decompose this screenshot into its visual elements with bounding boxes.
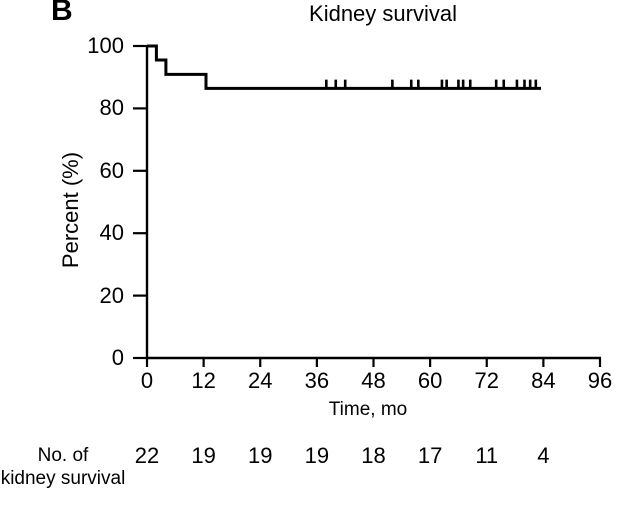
- y-tick-label-100: 100: [87, 33, 124, 58]
- y-tick-label-80: 80: [99, 95, 124, 121]
- x-tick-label-36: 36: [304, 368, 330, 393]
- risk-count-month-72: 11: [475, 443, 499, 468]
- axis-lines: [145, 45, 601, 360]
- risk-table-label-line1: No. of: [37, 445, 89, 466]
- x-tick-label-84: 84: [531, 368, 556, 393]
- chart-title: Kidney survival: [309, 1, 457, 26]
- x-tick-label-96: 96: [587, 368, 613, 393]
- x-tick-label-72: 72: [474, 368, 499, 393]
- x-tick-label-0: 0: [140, 368, 154, 393]
- risk-count-month-36: 19: [304, 443, 330, 468]
- y-tick-label-60: 60: [99, 157, 124, 183]
- x-axis-title: Time, mo: [328, 399, 408, 420]
- x-tick-label-48: 48: [361, 368, 386, 393]
- x-tick-label-60: 60: [417, 368, 443, 393]
- risk-table-label-line2: kidney survival: [0, 468, 126, 489]
- x-tick-label-12: 12: [191, 368, 216, 393]
- risk-count-month-0: 22: [134, 443, 160, 468]
- survival-curve: [147, 44, 541, 90]
- risk-count-month-12: 19: [191, 443, 216, 468]
- y-tick-label-0: 0: [111, 345, 124, 370]
- risk-table-label: No. of kidney survival: [0, 444, 126, 490]
- risk-count-month-84: 4: [537, 443, 550, 468]
- y-tick-label-20: 20: [99, 282, 124, 308]
- x-tick-label-24: 24: [248, 368, 273, 393]
- y-tick-label-40: 40: [99, 220, 124, 246]
- panel-label: B: [51, 0, 73, 27]
- risk-count-month-48: 18: [361, 443, 386, 468]
- risk-count-month-24: 19: [248, 443, 273, 468]
- risk-count-month-60: 17: [417, 443, 443, 468]
